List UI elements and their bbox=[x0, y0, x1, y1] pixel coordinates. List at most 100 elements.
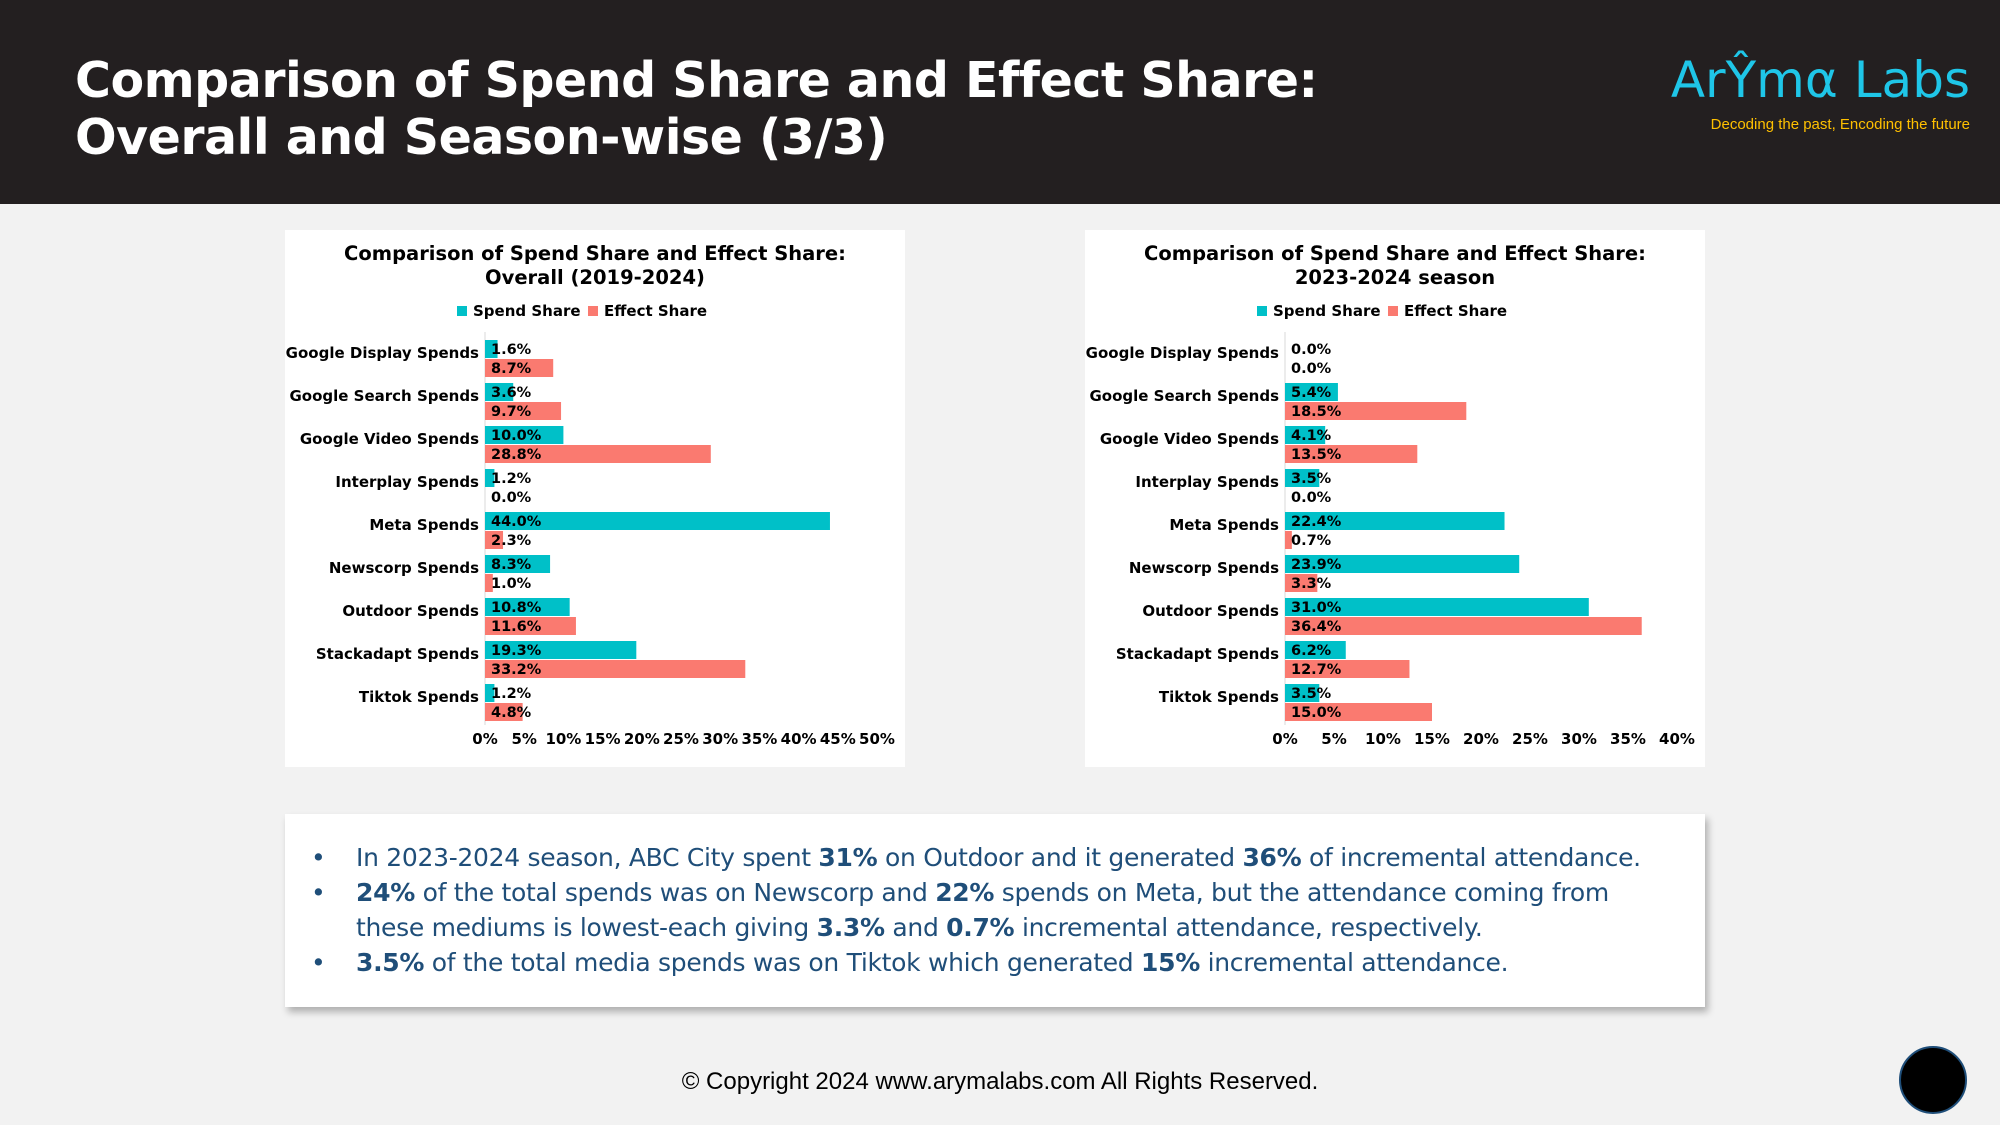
bar bbox=[485, 426, 564, 444]
data-label: 23.9% bbox=[1291, 557, 1342, 573]
brand-logo: ArŶmα Labs Decoding the past, Encoding t… bbox=[1671, 50, 1970, 133]
data-label: 0.7% bbox=[1291, 533, 1332, 549]
legend-swatch bbox=[1257, 306, 1267, 316]
category-label: Newscorp Spends bbox=[329, 559, 479, 577]
data-label: 28.8% bbox=[491, 447, 542, 463]
bullet-dot: • bbox=[311, 843, 326, 872]
data-label: 4.1% bbox=[1291, 428, 1332, 444]
data-label: 3.5% bbox=[1291, 686, 1332, 702]
bar bbox=[1285, 574, 1318, 592]
category-label: Tiktok Spends bbox=[1159, 688, 1279, 706]
bar bbox=[485, 641, 637, 659]
logo-name: ArŶmα Labs bbox=[1670, 51, 1970, 109]
data-label: 2.3% bbox=[491, 533, 532, 549]
data-label: 1.0% bbox=[491, 576, 532, 592]
insight-text: on Outdoor and it generated bbox=[877, 843, 1243, 872]
data-label: 8.3% bbox=[491, 557, 532, 573]
data-label: 1.2% bbox=[491, 471, 532, 487]
x-tick-label: 15% bbox=[1414, 730, 1450, 748]
x-tick-label: 5% bbox=[1321, 730, 1346, 748]
data-label: 44.0% bbox=[491, 514, 542, 530]
page-title-line-1: Comparison of Spend Share and Effect Sha… bbox=[75, 52, 1318, 109]
bar bbox=[1285, 426, 1326, 444]
chart-title: Comparison of Spend Share and Effect Sha… bbox=[344, 242, 846, 265]
x-tick-label: 25% bbox=[1512, 730, 1548, 748]
header-bar: Comparison of Spend Share and Effect Sha… bbox=[0, 0, 2000, 204]
bar bbox=[485, 445, 711, 463]
insights-box: • In 2023-2024 season, ABC City spent 31%… bbox=[285, 814, 1705, 1007]
category-label: Google Video Spends bbox=[300, 430, 479, 448]
legend-swatch bbox=[588, 306, 598, 316]
bar bbox=[485, 574, 493, 592]
insight-highlight: 3.3% bbox=[816, 913, 885, 942]
chart-title: Overall (2019-2024) bbox=[485, 266, 705, 289]
data-label: 33.2% bbox=[491, 662, 542, 678]
data-label: 3.5% bbox=[1291, 471, 1332, 487]
data-label: 4.8% bbox=[491, 705, 532, 721]
bar bbox=[485, 512, 830, 530]
insight-text: incremental attendance. bbox=[1199, 948, 1509, 977]
category-label: Google Display Spends bbox=[286, 344, 479, 362]
data-label: 13.5% bbox=[1291, 447, 1342, 463]
x-tick-label: 10% bbox=[1365, 730, 1401, 748]
x-tick-label: 40% bbox=[1659, 730, 1695, 748]
data-label: 22.4% bbox=[1291, 514, 1342, 530]
data-label: 36.4% bbox=[1291, 619, 1342, 635]
bullet-dot: • bbox=[311, 948, 326, 977]
data-label: 10.8% bbox=[491, 600, 542, 616]
copyright-text: © Copyright 2024 www.arymalabs.com All R… bbox=[681, 1068, 1319, 1095]
category-label: Google Video Spends bbox=[1100, 430, 1279, 448]
x-tick-label: 20% bbox=[1463, 730, 1499, 748]
x-tick-label: 30% bbox=[702, 730, 738, 748]
legend-label: Spend Share bbox=[1273, 302, 1381, 320]
data-label: 0.0% bbox=[1291, 490, 1332, 506]
chart-title: Comparison of Spend Share and Effect Sha… bbox=[1144, 242, 1646, 265]
x-tick-label: 15% bbox=[585, 730, 621, 748]
overall-chart-card: Comparison of Spend Share and Effect Sha… bbox=[285, 230, 905, 767]
insights-list: • In 2023-2024 season, ABC City spent 31%… bbox=[311, 840, 1681, 980]
category-label: Meta Spends bbox=[1169, 516, 1279, 534]
x-tick-label: 35% bbox=[741, 730, 777, 748]
data-label: 6.2% bbox=[1291, 643, 1332, 659]
legend-swatch bbox=[1388, 306, 1398, 316]
data-label: 3.3% bbox=[1291, 576, 1332, 592]
data-label: 0.0% bbox=[1291, 361, 1332, 377]
bar bbox=[485, 402, 562, 420]
data-label: 1.2% bbox=[491, 686, 532, 702]
x-tick-label: 5% bbox=[511, 730, 536, 748]
insight-highlight: 15% bbox=[1141, 948, 1200, 977]
category-label: Google Search Spends bbox=[289, 387, 479, 405]
overall-share-chart: Comparison of Spend Share and Effect Sha… bbox=[286, 242, 895, 748]
data-label: 3.6% bbox=[491, 385, 532, 401]
insight-highlight: 3.5% bbox=[356, 948, 425, 977]
data-label: 31.0% bbox=[1291, 600, 1342, 616]
bar bbox=[485, 340, 498, 358]
category-label: Newscorp Spends bbox=[1129, 559, 1279, 577]
logo-tagline: Decoding the past, Encoding the future bbox=[1710, 116, 1970, 133]
bar bbox=[485, 598, 570, 616]
legend-label: Effect Share bbox=[604, 302, 707, 320]
circle-button[interactable] bbox=[1899, 1046, 1967, 1114]
data-label: 12.7% bbox=[1291, 662, 1342, 678]
bar bbox=[485, 660, 746, 678]
insight-highlight: 22% bbox=[935, 878, 995, 907]
bar bbox=[1285, 383, 1338, 401]
x-tick-label: 30% bbox=[1561, 730, 1597, 748]
legend-swatch bbox=[457, 306, 467, 316]
insight-text: of the total media spends was on Tiktok … bbox=[424, 948, 1142, 977]
x-tick-label: 0% bbox=[1272, 730, 1297, 748]
insight-item: • In 2023-2024 season, ABC City spent 31%… bbox=[311, 840, 1681, 875]
page-title: Comparison of Spend Share and Effect Sha… bbox=[75, 52, 1318, 166]
data-label: 0.0% bbox=[491, 490, 532, 506]
insight-text: spends on Meta, but the attendance comin… bbox=[356, 878, 1609, 942]
insight-highlight: 36% bbox=[1242, 843, 1302, 872]
bar bbox=[1285, 402, 1467, 420]
data-label: 8.7% bbox=[491, 361, 532, 377]
data-label: 19.3% bbox=[491, 643, 542, 659]
category-label: Google Display Spends bbox=[1086, 344, 1279, 362]
bar bbox=[1285, 660, 1410, 678]
bar bbox=[1285, 469, 1320, 487]
page-title-line-2: Overall and Season-wise (3/3) bbox=[75, 109, 888, 166]
data-label: 11.6% bbox=[491, 619, 542, 635]
season-share-chart: Comparison of Spend Share and Effect Sha… bbox=[1086, 242, 1695, 748]
